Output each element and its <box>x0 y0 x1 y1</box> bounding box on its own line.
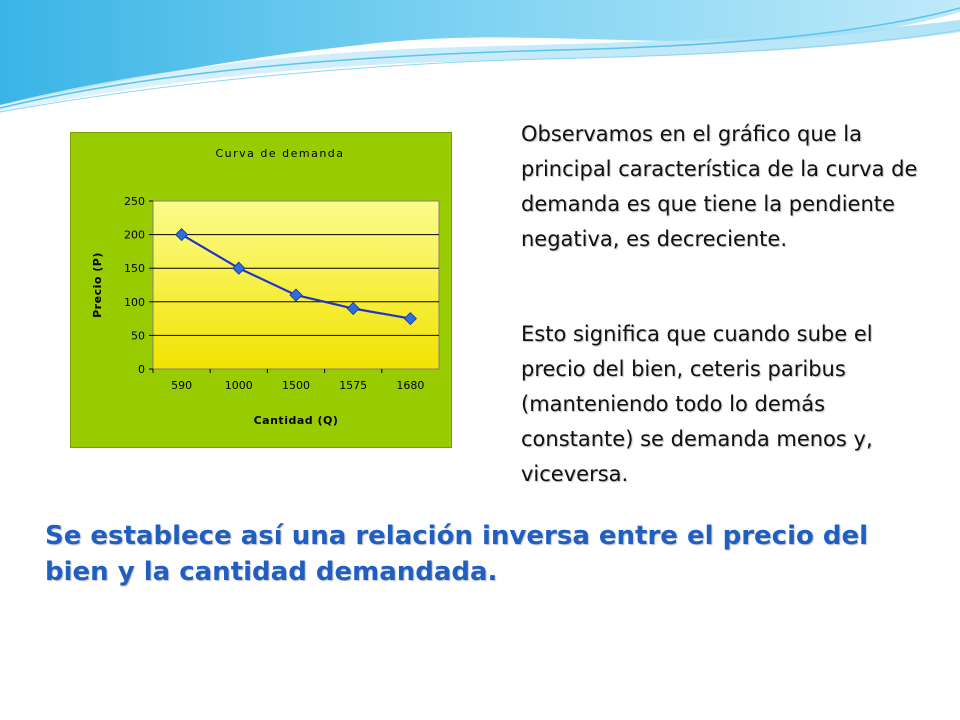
observation-paragraph: Observamos en el gráfico que la principa… <box>521 122 918 251</box>
x-tick-label: 590 <box>171 379 192 392</box>
x-axis-label: Cantidad (Q) <box>254 414 339 427</box>
demand-curve-chart: Curva de demanda 0 50 100 150 200 250 590 1000… <box>70 132 452 448</box>
y-axis-label: Precio (P) <box>91 252 104 318</box>
y-tick-label: 100 <box>124 296 145 309</box>
y-tick-label: 250 <box>124 195 145 208</box>
y-tick-label: 0 <box>138 363 145 376</box>
data-point-marker <box>346 301 360 316</box>
data-point-marker <box>175 228 189 242</box>
y-tick-label: 200 <box>124 229 145 242</box>
y-tick-label: 50 <box>131 329 145 342</box>
data-point-marker <box>403 312 417 326</box>
data-markers <box>175 228 417 326</box>
conclusion-text: Se establece así una relación inversa en… <box>45 521 869 587</box>
chart-title: Curva de demanda <box>215 147 344 160</box>
x-tick-label: 1000 <box>225 379 253 392</box>
plot-area <box>152 200 440 370</box>
data-point-marker <box>232 261 246 275</box>
y-tick-labels: 0 50 100 150 200 250 <box>124 195 145 376</box>
x-tick-labels: 590 1000 1500 1575 1680 <box>152 369 424 392</box>
gridlines <box>149 200 439 370</box>
meaning-paragraph: Esto significa que cuando sube el precio… <box>521 322 873 486</box>
header-wave-decoration <box>0 0 960 113</box>
x-tick-label: 1575 <box>339 379 367 392</box>
chart-svg: Curva de demanda 0 50 100 150 200 250 590 1000… <box>91 147 440 427</box>
y-tick-label: 150 <box>124 262 145 275</box>
x-tick-label: 1680 <box>396 379 424 392</box>
x-tick-label: 1500 <box>282 379 310 392</box>
data-point-marker <box>289 288 303 302</box>
